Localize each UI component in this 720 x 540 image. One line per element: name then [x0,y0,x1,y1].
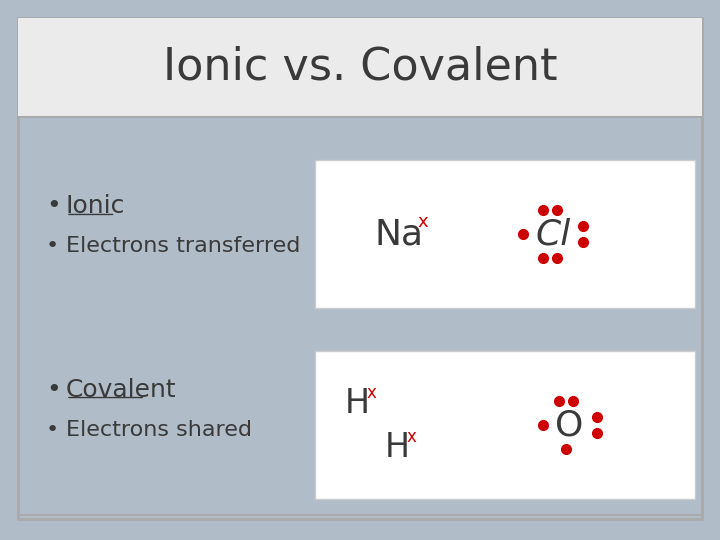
Text: H: H [345,387,370,420]
Text: x: x [367,384,377,402]
Text: x: x [407,428,417,446]
FancyBboxPatch shape [18,18,702,519]
Text: •: • [46,377,60,402]
Text: Electrons transferred: Electrons transferred [66,237,300,256]
Text: Na: Na [375,217,424,251]
Text: H: H [385,430,410,463]
Text: O: O [555,408,583,442]
Text: Covalent: Covalent [66,377,176,402]
Text: x: x [417,213,428,231]
FancyBboxPatch shape [315,351,695,499]
Text: •: • [46,237,59,256]
Text: •: • [46,194,60,219]
Text: Ionic: Ionic [66,194,125,219]
FancyBboxPatch shape [18,18,702,117]
Text: Cl: Cl [535,217,570,251]
Text: •: • [46,420,59,440]
Text: Electrons shared: Electrons shared [66,420,252,440]
FancyBboxPatch shape [315,160,695,308]
Text: Ionic vs. Covalent: Ionic vs. Covalent [163,46,557,89]
